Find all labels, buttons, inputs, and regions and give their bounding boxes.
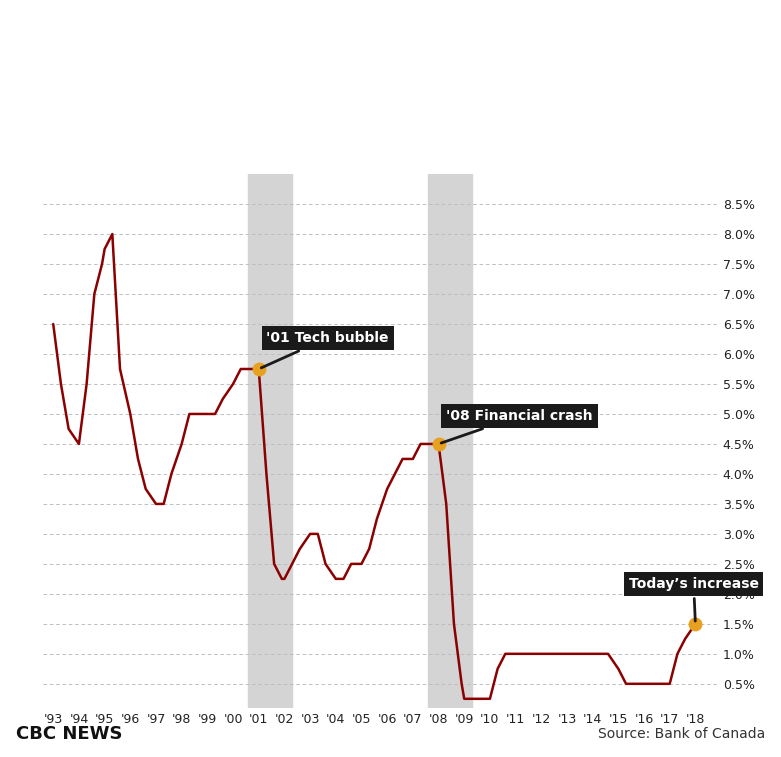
- Text: overnight interest rate: overnight interest rate: [23, 101, 562, 143]
- Bar: [248, 174, 292, 708]
- Text: Today’s increase: Today’s increase: [629, 577, 758, 621]
- Text: Bank of Canada: Bank of Canada: [23, 28, 390, 70]
- Text: CBC NEWS: CBC NEWS: [16, 725, 122, 743]
- Bar: [428, 174, 472, 708]
- Text: '01 Tech bubble: '01 Tech bubble: [262, 331, 389, 368]
- Text: '08 Financial crash: '08 Financial crash: [441, 409, 593, 443]
- Text: Source: Bank of Canada: Source: Bank of Canada: [598, 727, 765, 741]
